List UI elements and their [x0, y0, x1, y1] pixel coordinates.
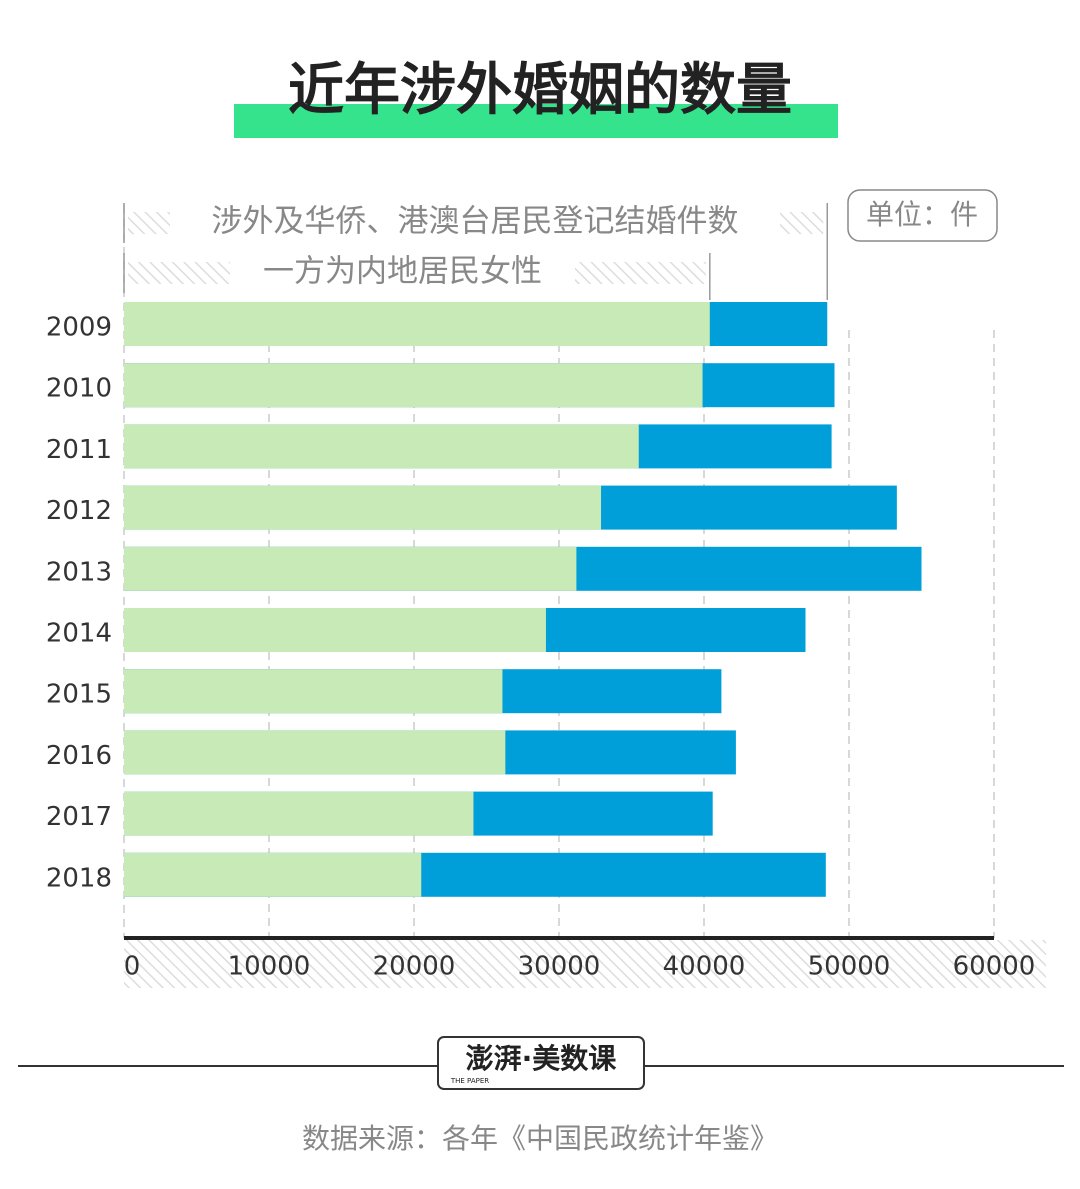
x-tick-label: 30000: [518, 952, 601, 982]
chart-title: 近年涉外婚姻的数量: [288, 58, 792, 123]
bar: [124, 791, 474, 836]
bar: [124, 363, 703, 408]
y-tick-label: 2018: [46, 863, 112, 893]
y-tick-label: 2011: [46, 435, 112, 465]
legend-label: 涉外及华侨、港澳台居民登记结婚件数: [212, 204, 739, 240]
unit-label: 单位：件: [866, 198, 978, 231]
unit-box: [847, 189, 998, 242]
y-tick-label: 2009: [46, 313, 112, 343]
y-tick-label: 2012: [46, 496, 112, 526]
y-tick-label: 2016: [46, 741, 112, 771]
bar: [124, 546, 577, 591]
y-tick-label: 2015: [46, 680, 112, 710]
x-tick-label: 0: [124, 952, 141, 982]
bar: [124, 485, 602, 530]
y-tick-label: 2014: [46, 619, 112, 649]
title-highlight: [234, 104, 838, 138]
logo-sub: THE PAPER: [450, 1077, 489, 1085]
legend-text-bg: [230, 253, 575, 293]
source: 数据来源：各年《中国民政统计年鉴》: [302, 1122, 778, 1155]
x-tick-label: 50000: [808, 952, 891, 982]
x-tick-label: 10000: [228, 952, 311, 982]
axis-band: [124, 940, 1046, 988]
logo: 澎湃·美数课: [466, 1042, 618, 1075]
y-tick-label: 2013: [46, 557, 112, 587]
bar: [124, 852, 422, 897]
y-tick-label: 2017: [46, 802, 112, 832]
legend-text-bg: [170, 203, 780, 243]
bar: [124, 302, 710, 346]
bar: [124, 424, 639, 469]
bar: [124, 730, 506, 775]
x-tick-label: 20000: [373, 952, 456, 982]
y-tick-label: 2010: [46, 374, 112, 404]
x-tick-label: 60000: [953, 952, 1036, 982]
bar: [124, 669, 503, 714]
bar: [124, 608, 546, 652]
x-tick-label: 40000: [663, 952, 746, 982]
logo-box: [437, 1036, 645, 1090]
legend-label: 一方为内地居民女性: [263, 254, 542, 290]
